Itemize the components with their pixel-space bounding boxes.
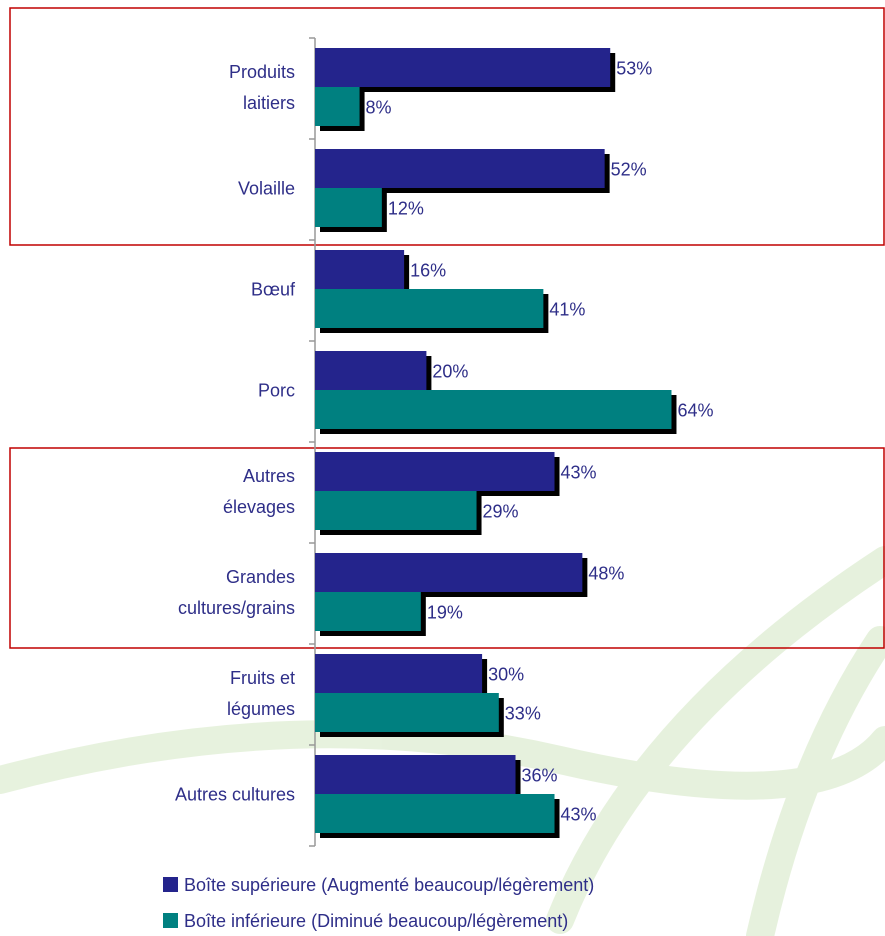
bar	[315, 149, 605, 188]
legend-label: Boîte supérieure (Augmenté beaucoup/légè…	[184, 875, 594, 895]
bar	[315, 351, 427, 390]
bar	[315, 250, 405, 289]
legend-label: Boîte inférieure (Diminué beaucoup/légèr…	[184, 911, 568, 931]
bar	[315, 289, 544, 328]
value-label: 52%	[611, 159, 647, 179]
bar	[315, 491, 477, 530]
bar	[315, 654, 483, 693]
bar	[315, 755, 516, 794]
bar	[315, 693, 499, 732]
value-label: 12%	[388, 198, 424, 218]
category-label: Produits laitiers	[229, 62, 295, 113]
bar	[315, 452, 555, 491]
category-label: Fruits et légumes	[227, 668, 295, 719]
value-label: 16%	[410, 260, 446, 280]
highlight-box	[9, 7, 885, 246]
legend-swatch	[163, 877, 178, 892]
bar	[315, 48, 611, 87]
value-label: 33%	[505, 703, 541, 723]
bar	[315, 390, 672, 429]
background-decoration	[0, 546, 885, 936]
value-label: 48%	[588, 563, 624, 583]
value-label: 20%	[432, 361, 468, 381]
value-label: 43%	[561, 804, 597, 824]
value-label: 64%	[677, 400, 713, 420]
bar	[315, 87, 360, 126]
category-label: Bœuf	[251, 279, 296, 299]
category-label: Porc	[258, 380, 295, 400]
bar	[315, 794, 555, 833]
bar	[315, 553, 583, 592]
category-label: Grandes cultures/grains	[178, 567, 295, 618]
category-label: Volaille	[238, 178, 295, 198]
value-label: 30%	[488, 664, 524, 684]
value-label: 29%	[483, 501, 519, 521]
value-label: 8%	[366, 97, 392, 117]
bar	[315, 592, 421, 631]
value-label: 53%	[616, 58, 652, 78]
legend-swatch	[163, 913, 178, 928]
value-label: 19%	[427, 602, 463, 622]
bar	[315, 188, 382, 227]
value-label: 43%	[561, 462, 597, 482]
highlight-box	[9, 447, 885, 649]
value-label: 36%	[522, 765, 558, 785]
category-label: Autres élevages	[223, 466, 295, 517]
value-label: 41%	[549, 299, 585, 319]
category-label: Autres cultures	[175, 784, 295, 804]
